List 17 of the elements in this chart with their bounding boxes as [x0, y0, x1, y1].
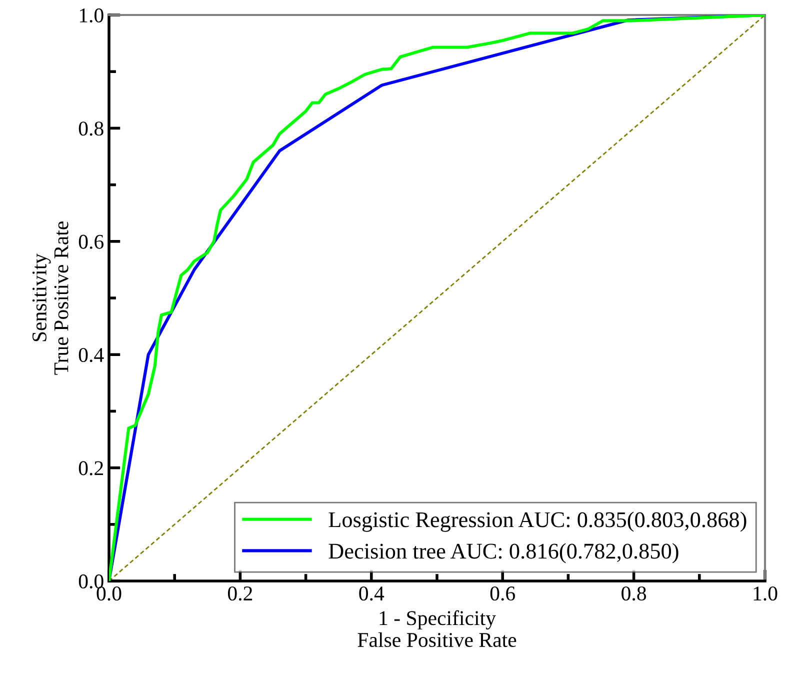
x-tick-label: 0.2: [228, 586, 252, 601]
y-tick-label: 1.0: [80, 8, 104, 23]
y-tick-label: 0.8: [78, 122, 104, 136]
y-tick-label: 0.6: [78, 234, 104, 249]
line-series: [109, 15, 765, 581]
x-axis-title: 1 - Specificity False Positive Rate: [358, 610, 516, 648]
x-tick-label: 0.0: [96, 586, 122, 601]
y-tick-label: 0.4: [78, 348, 104, 362]
x-tick-label: 0.6: [490, 586, 515, 601]
y-axis-title: Sensitivity True Positive Rate: [32, 222, 68, 375]
x-tick-label: 0.8: [622, 586, 646, 601]
y-tick-label: 0.2: [78, 461, 103, 476]
y-tick-label: 0.0: [78, 574, 104, 589]
legend-label: Losgistic Regression AUC: 0.835(0.803,0.868): [328, 512, 746, 532]
x-tick-label: 0.4: [359, 586, 384, 601]
x-tick-label: 1.0: [754, 586, 778, 601]
legend-label: Decision tree AUC: 0.816(0.782,0.850): [328, 543, 678, 564]
